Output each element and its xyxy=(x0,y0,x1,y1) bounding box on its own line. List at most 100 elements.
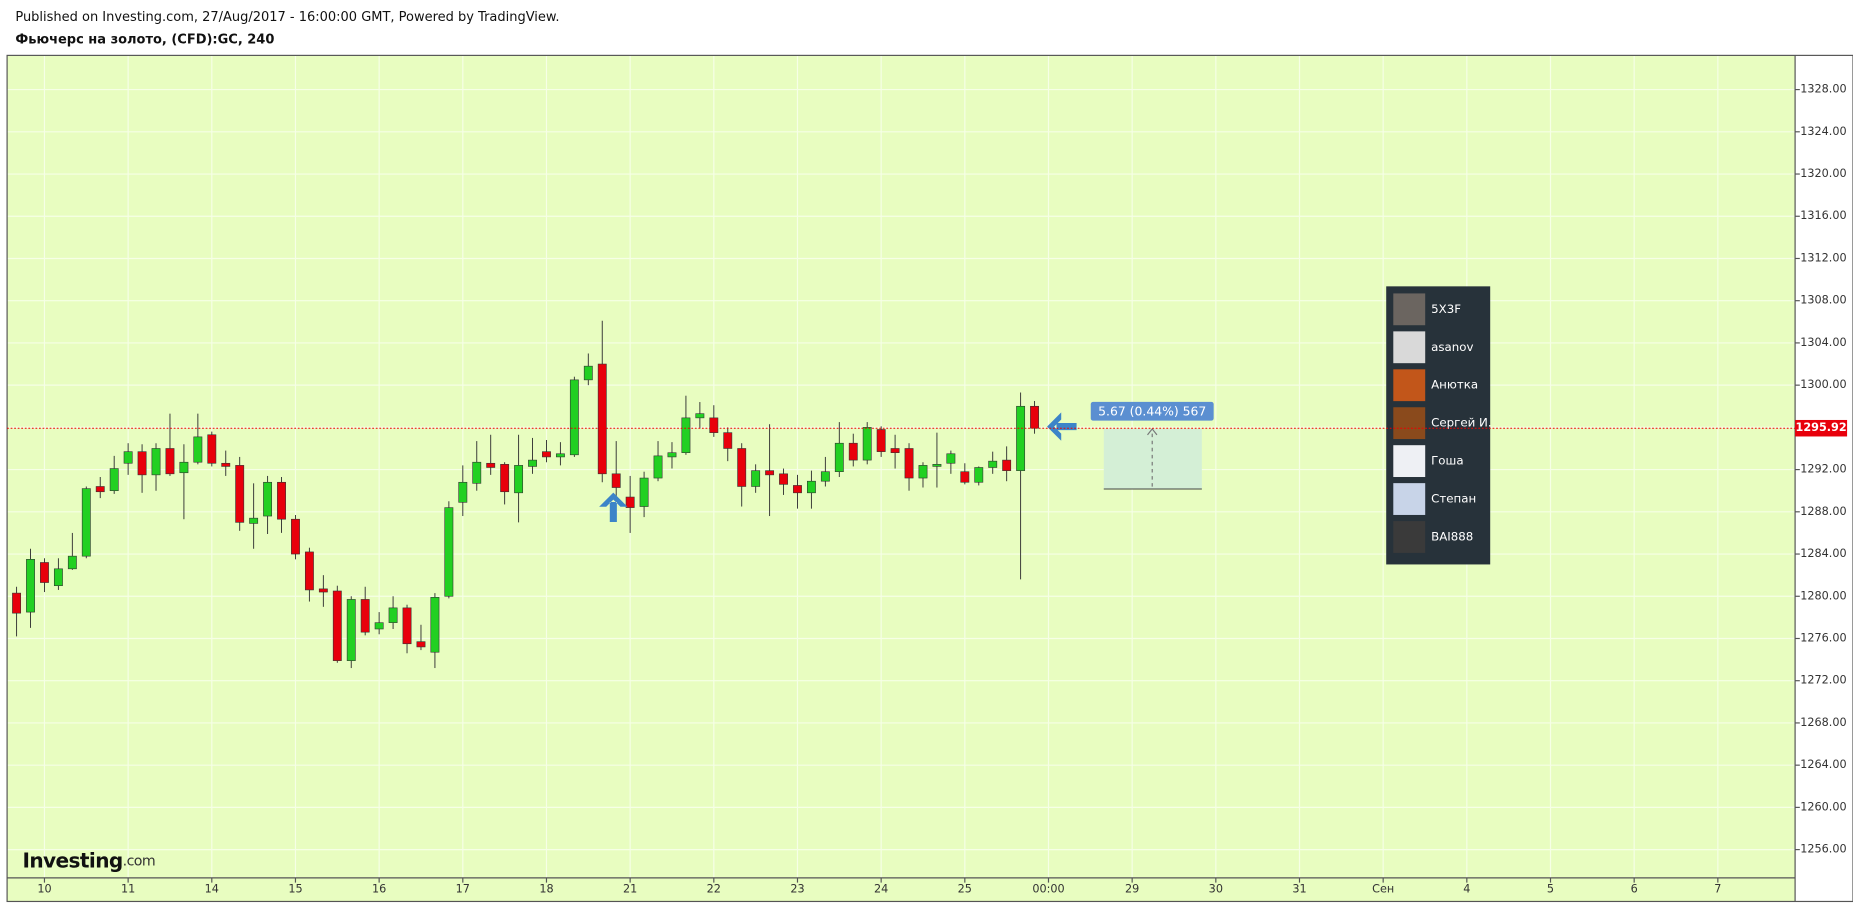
candle-body xyxy=(611,473,621,488)
candle-body xyxy=(81,488,91,557)
candle-body xyxy=(235,465,245,523)
y-tick-label: 1288.00 xyxy=(1800,505,1846,518)
candle-body xyxy=(834,442,844,473)
user-avatar xyxy=(1393,369,1426,402)
candle-body xyxy=(249,517,259,524)
candle-body xyxy=(179,461,189,474)
measure-arrow-head xyxy=(1147,427,1158,436)
candle-body xyxy=(263,481,273,517)
candle-body xyxy=(332,590,342,661)
candle-body xyxy=(514,465,524,494)
x-tick-label: 22 xyxy=(707,883,721,896)
x-tick-label: 21 xyxy=(623,883,637,896)
plot-background xyxy=(7,55,1796,902)
x-tick-label: 17 xyxy=(456,883,470,896)
candle-body xyxy=(430,597,440,653)
candle-body xyxy=(820,471,830,482)
candle-body xyxy=(67,555,77,570)
chart-title: Фьючерс на золото, (CFD):GC, 240 xyxy=(15,33,274,48)
last-price-box xyxy=(1795,419,1848,437)
candle-body xyxy=(402,607,412,645)
user-name: Сергей И. xyxy=(1431,416,1492,430)
candle-body xyxy=(904,448,914,479)
candle-body xyxy=(360,599,370,633)
candle-body xyxy=(653,455,663,479)
x-tick-label: 18 xyxy=(539,883,553,896)
candle-body xyxy=(123,451,133,464)
candle-body xyxy=(151,448,161,476)
logo: Investing.com xyxy=(22,848,155,872)
candle-body xyxy=(528,459,537,467)
candle-body xyxy=(109,468,119,492)
candle-body xyxy=(765,470,775,476)
candle-body xyxy=(221,462,231,467)
candle-body xyxy=(207,434,217,464)
y-tick-label: 1268.00 xyxy=(1800,716,1846,729)
x-tick-label: 7 xyxy=(1714,883,1721,896)
user-name: Степан xyxy=(1431,492,1476,506)
y-tick-label: 1316.00 xyxy=(1800,209,1846,222)
measure-label: 5.67 (0.44%) 567 xyxy=(1098,403,1206,418)
candle-body xyxy=(416,641,426,648)
x-tick-label: 00:00 xyxy=(1032,883,1064,896)
y-tick-label: 1276.00 xyxy=(1800,632,1846,645)
candle-body xyxy=(737,448,747,487)
candle-body xyxy=(95,486,105,493)
candle-body xyxy=(597,363,607,475)
candle-body xyxy=(193,436,203,463)
candle-body xyxy=(625,496,635,508)
x-tick-label: 24 xyxy=(874,883,888,896)
user-name: Гоша xyxy=(1431,454,1463,468)
candle-body xyxy=(569,379,579,456)
x-tick-label: 14 xyxy=(205,883,219,896)
candle-body xyxy=(458,481,468,503)
candle-body xyxy=(862,427,872,461)
published-note: Published on Investing.com, 27/Aug/2017 … xyxy=(15,10,559,25)
x-tick-label: 30 xyxy=(1209,883,1223,896)
candle-body xyxy=(388,607,398,623)
candle-body xyxy=(988,460,998,468)
candle-body xyxy=(667,452,677,458)
candle-body xyxy=(374,622,384,630)
candle-body xyxy=(932,464,942,467)
user-name: BAI888 xyxy=(1431,530,1473,544)
x-tick-label: 31 xyxy=(1292,883,1306,896)
y-tick-label: 1280.00 xyxy=(1800,589,1846,602)
candle-body xyxy=(444,507,454,597)
candle-body xyxy=(681,417,691,454)
user-name: asanov xyxy=(1431,340,1473,354)
user-avatar xyxy=(1393,445,1426,478)
x-tick-label: 10 xyxy=(37,883,51,896)
candle-body xyxy=(1030,405,1039,429)
y-tick-label: 1292.00 xyxy=(1800,463,1846,476)
candle-body xyxy=(1016,405,1026,471)
candle-body xyxy=(40,562,49,583)
candle-body xyxy=(639,477,649,507)
user-avatar xyxy=(1393,331,1426,364)
x-tick-label: 16 xyxy=(372,883,386,896)
candle-body xyxy=(486,462,496,468)
candle-body xyxy=(876,429,886,452)
candle-body xyxy=(848,442,858,461)
candle-body xyxy=(555,453,565,458)
y-tick-label: 1324.00 xyxy=(1800,125,1846,138)
candle-body xyxy=(960,471,970,483)
y-tick-label: 1320.00 xyxy=(1800,167,1846,180)
candle-body xyxy=(806,480,816,494)
candle-body xyxy=(277,481,286,520)
candle-body xyxy=(542,451,551,458)
candle-body xyxy=(26,559,35,613)
user-avatar xyxy=(1393,293,1426,326)
up-arrow xyxy=(599,492,628,523)
candle-body xyxy=(291,518,300,555)
y-tick-label: 1260.00 xyxy=(1800,800,1846,813)
candle-body xyxy=(793,485,802,494)
candle-body xyxy=(53,568,63,587)
x-tick-label: 23 xyxy=(790,883,804,896)
candle-body xyxy=(137,451,147,476)
candle-body xyxy=(1002,459,1012,471)
x-tick-label: 15 xyxy=(288,883,302,896)
user-avatar xyxy=(1393,521,1426,553)
last-price-label: 1295.92 xyxy=(1796,421,1847,434)
candle-body xyxy=(751,470,761,487)
